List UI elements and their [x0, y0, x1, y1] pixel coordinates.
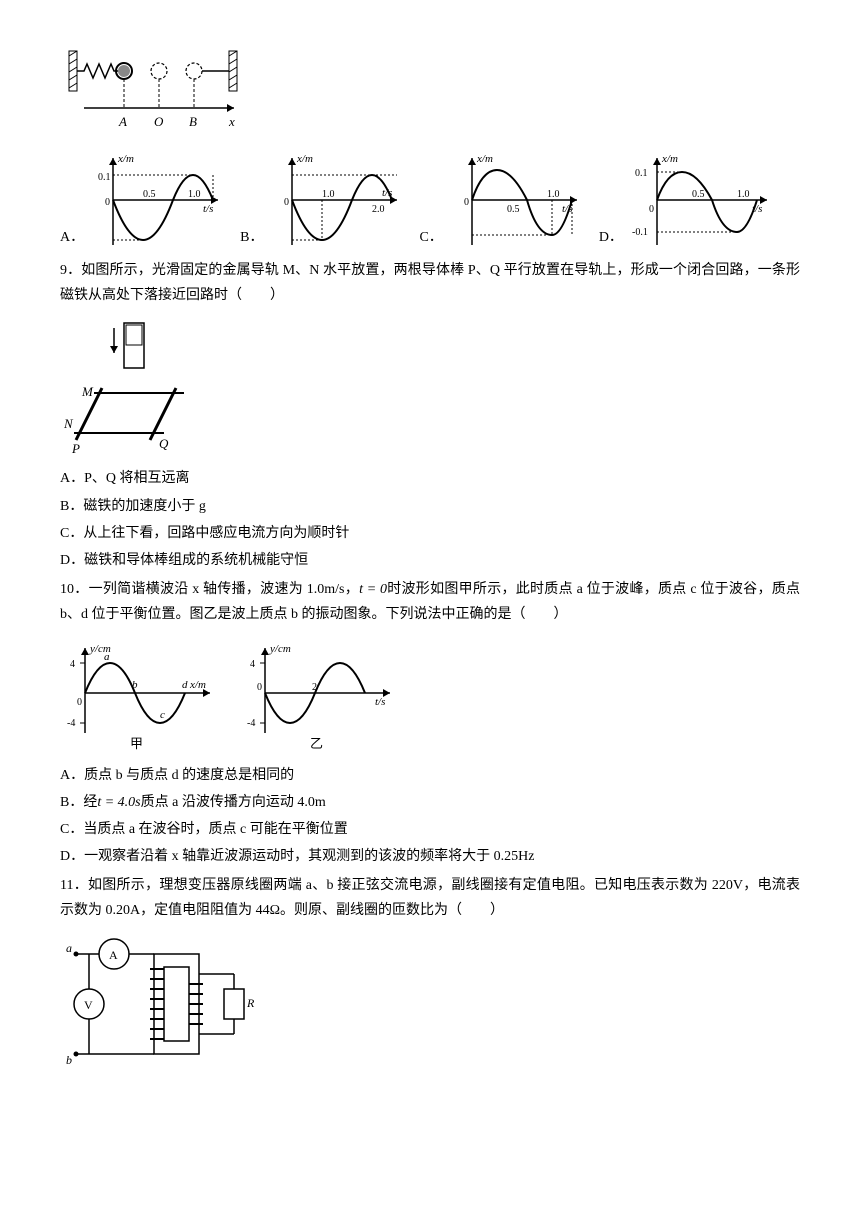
svg-text:甲: 甲: [130, 736, 143, 751]
svg-text:-4: -4: [247, 718, 255, 729]
q9-text: 9．如图所示，光滑固定的金属导轨 M、N 水平放置，两根导体棒 P、Q 平行放置…: [60, 258, 800, 308]
q8-D-label: D．: [599, 225, 623, 250]
q10-jia: y/cm x/m 4 -4 a b d c 甲 0: [60, 638, 220, 753]
svg-text:R: R: [246, 996, 255, 1010]
q9-num: 9．: [60, 263, 81, 278]
svg-text:x/m: x/m: [117, 153, 134, 165]
q11-svg: a b A V R: [64, 934, 264, 1074]
label-B: B: [189, 114, 197, 129]
svg-text:0.1: 0.1: [635, 168, 648, 179]
q9-opt-C: C．从上往下看，回路中感应电流方向为顺时针: [60, 521, 800, 546]
svg-text:0: 0: [649, 204, 654, 215]
label-A: A: [118, 114, 127, 129]
q11-num: 11．: [60, 878, 88, 893]
svg-text:1.0: 1.0: [322, 189, 335, 200]
q10-opt-D: D．一观察者沿着 x 轴靠近波源运动时，其观测到的该波的频率将大于 0.25Hz: [60, 844, 800, 869]
svg-text:d: d: [182, 679, 188, 691]
svg-text:-0.1: -0.1: [632, 227, 648, 238]
q8-option-C: C． x/m t/s 0.5 1.0 0: [419, 150, 586, 250]
q9-body: 如图所示，光滑固定的金属导轨 M、N 水平放置，两根导体棒 P、Q 平行放置在导…: [60, 263, 800, 303]
q10-t-eq: t = 0: [359, 582, 387, 597]
svg-text:a: a: [66, 941, 72, 955]
svg-text:x/m: x/m: [661, 153, 678, 165]
q10-opt-A: A．质点 b 与质点 d 的速度总是相同的: [60, 763, 800, 788]
svg-text:V: V: [84, 998, 93, 1012]
svg-text:0.5: 0.5: [692, 189, 705, 200]
svg-text:t/s: t/s: [375, 696, 385, 708]
svg-text:1.0: 1.0: [547, 189, 560, 200]
svg-text:x/m: x/m: [296, 153, 313, 165]
q8-B-label: B．: [240, 225, 263, 250]
svg-text:0: 0: [464, 197, 469, 208]
q8-graph-D: x/m t/s 0.1 -0.1 0.5 1.0 0: [627, 150, 777, 250]
q9-svg: M N P Q: [64, 318, 214, 458]
svg-text:A: A: [109, 948, 118, 962]
svg-text:x/m: x/m: [476, 153, 493, 165]
svg-text:2.0: 2.0: [372, 204, 385, 215]
svg-text:1.0: 1.0: [737, 189, 750, 200]
svg-text:1.0: 1.0: [188, 189, 201, 200]
svg-text:b: b: [66, 1053, 72, 1067]
svg-text:乙: 乙: [310, 736, 323, 751]
q11-body: 如图所示，理想变压器原线圈两端 a、b 接正弦交流电源，副线圈接有定值电阻。已知…: [60, 878, 800, 918]
q9-opt-A: A．P、Q 将相互远离: [60, 466, 800, 491]
svg-text:0.5: 0.5: [143, 189, 156, 200]
q8-options-row: A． x/m t/s 0.1 0.5 1.0 0 B． x/m t/s: [60, 150, 800, 250]
q9-opt-D: D．磁铁和导体棒组成的系统机械能守恒: [60, 548, 800, 573]
q10-text: 10．一列简谐横波沿 x 轴传播，波速为 1.0m/s，t = 0时波形如图甲所…: [60, 577, 800, 627]
q9-opt-B: B．磁铁的加速度小于 g: [60, 494, 800, 519]
label-O: O: [154, 114, 164, 129]
label-x: x: [228, 114, 235, 129]
svg-text:M: M: [81, 384, 94, 399]
q8-option-B: B． x/m t/s 1.0 2.0 0: [240, 150, 407, 250]
q11-text: 11．如图所示，理想变压器原线圈两端 a、b 接正弦交流电源，副线圈接有定值电阻…: [60, 873, 800, 923]
svg-text:N: N: [64, 416, 74, 431]
svg-text:a: a: [104, 651, 110, 663]
svg-text:c: c: [160, 709, 165, 721]
svg-text:0: 0: [105, 197, 110, 208]
svg-text:y/cm: y/cm: [269, 643, 291, 655]
q10-diagrams: y/cm x/m 4 -4 a b d c 甲 0 y/cm t/s 4 -4 …: [60, 638, 800, 753]
q9-diagram: M N P Q: [64, 318, 214, 458]
q10-opt-B: B．经t = 4.0s质点 a 沿波传播方向运动 4.0m: [60, 790, 800, 815]
svg-text:0.1: 0.1: [98, 172, 111, 183]
svg-text:b: b: [132, 679, 138, 691]
spring-svg: A O B x: [64, 46, 244, 136]
q10-t1: 一列简谐横波沿 x 轴传播，波速为 1.0m/s，: [89, 582, 360, 597]
svg-text:x/m: x/m: [189, 679, 206, 691]
q8-option-D: D． x/m t/s 0.1 -0.1 0.5 1.0 0: [599, 150, 777, 250]
svg-text:P: P: [71, 441, 80, 456]
svg-text:0: 0: [77, 697, 82, 708]
q8-A-label: A．: [60, 225, 84, 250]
svg-text:0.5: 0.5: [507, 204, 520, 215]
q11-diagram: a b A V R: [64, 934, 264, 1074]
svg-text:4: 4: [250, 659, 255, 670]
svg-text:2: 2: [312, 682, 317, 693]
q10-opt-C: C．当质点 a 在波谷时，质点 c 可能在平衡位置: [60, 817, 800, 842]
q8-option-A: A． x/m t/s 0.1 0.5 1.0 0: [60, 150, 228, 250]
q10-yi: y/cm t/s 4 -4 2 乙 0: [240, 638, 400, 753]
svg-text:4: 4: [70, 659, 75, 670]
q10-num: 10．: [60, 582, 89, 597]
svg-text:0: 0: [257, 682, 262, 693]
svg-text:t/s: t/s: [203, 203, 213, 215]
svg-text:-4: -4: [67, 718, 75, 729]
q8-spring-diagram: A O B x: [64, 46, 244, 136]
q8-graph-C: x/m t/s 0.5 1.0 0: [447, 150, 587, 250]
q8-graph-B: x/m t/s 1.0 2.0 0: [267, 150, 407, 250]
q8-C-label: C．: [419, 225, 442, 250]
q8-graph-A: x/m t/s 0.1 0.5 1.0 0: [88, 150, 228, 250]
svg-text:0: 0: [284, 197, 289, 208]
svg-text:Q: Q: [159, 436, 169, 451]
